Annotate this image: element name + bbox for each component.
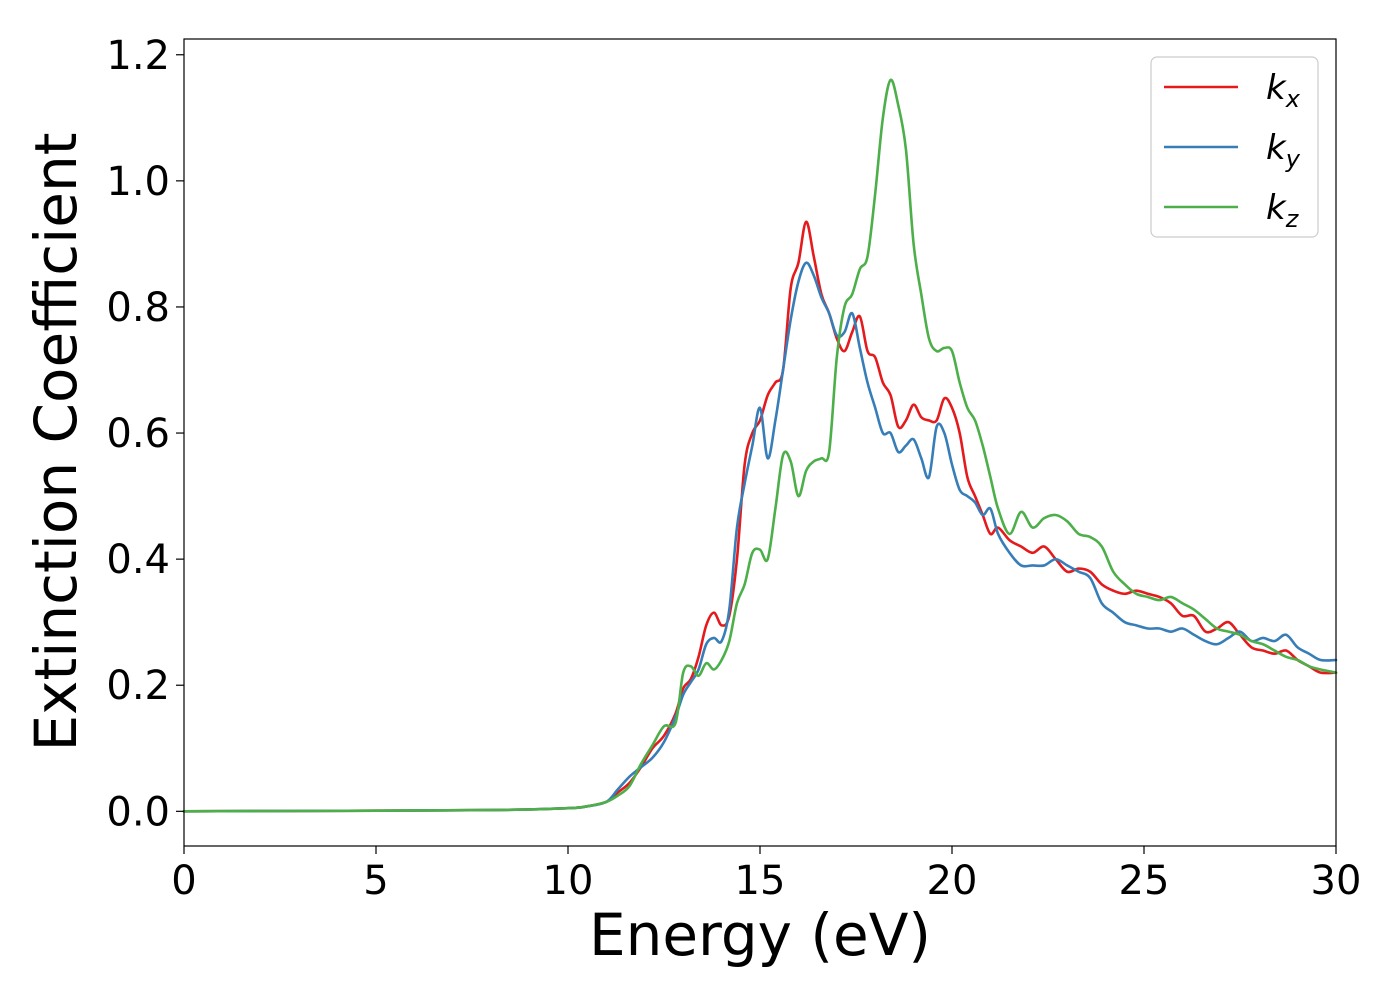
x-tick-label: 25 (1119, 858, 1170, 904)
y-tick-label: 0.8 (106, 285, 170, 331)
y-axis: 0.0 0.2 0.4 0.6 0.8 1.0 1.2 (106, 33, 184, 835)
legend-label-z: kz (1266, 188, 1300, 233)
x-tick-label: 30 (1311, 858, 1362, 904)
series-line-y (182, 261, 1338, 813)
plot-background (184, 39, 1336, 846)
y-tick-label: 0.2 (106, 663, 170, 709)
legend: kx ky kz (1150, 56, 1319, 238)
y-tick-label: 0.4 (106, 537, 170, 583)
series-line-z (182, 78, 1338, 813)
y-tick-label: 0.0 (106, 789, 170, 835)
y-tick-label: 1.0 (106, 159, 170, 205)
x-tick-label: 0 (171, 858, 196, 904)
x-tick-label: 15 (735, 858, 786, 904)
x-axis: 0 5 10 15 20 25 30 (171, 846, 1361, 904)
x-tick-label: 20 (927, 858, 978, 904)
legend-label-y: ky (1266, 128, 1301, 173)
series-line-x (182, 220, 1338, 813)
x-tick-label: 5 (363, 858, 388, 904)
x-tick-label: 10 (543, 858, 594, 904)
y-axis-title: Extinction Coefficient (22, 133, 90, 752)
y-tick-label: 0.6 (106, 411, 170, 457)
series-layer (182, 78, 1338, 813)
x-axis-title: Energy (eV) (589, 901, 931, 969)
y-tick-label: 1.2 (106, 33, 170, 79)
legend-label-x: kx (1266, 68, 1301, 113)
